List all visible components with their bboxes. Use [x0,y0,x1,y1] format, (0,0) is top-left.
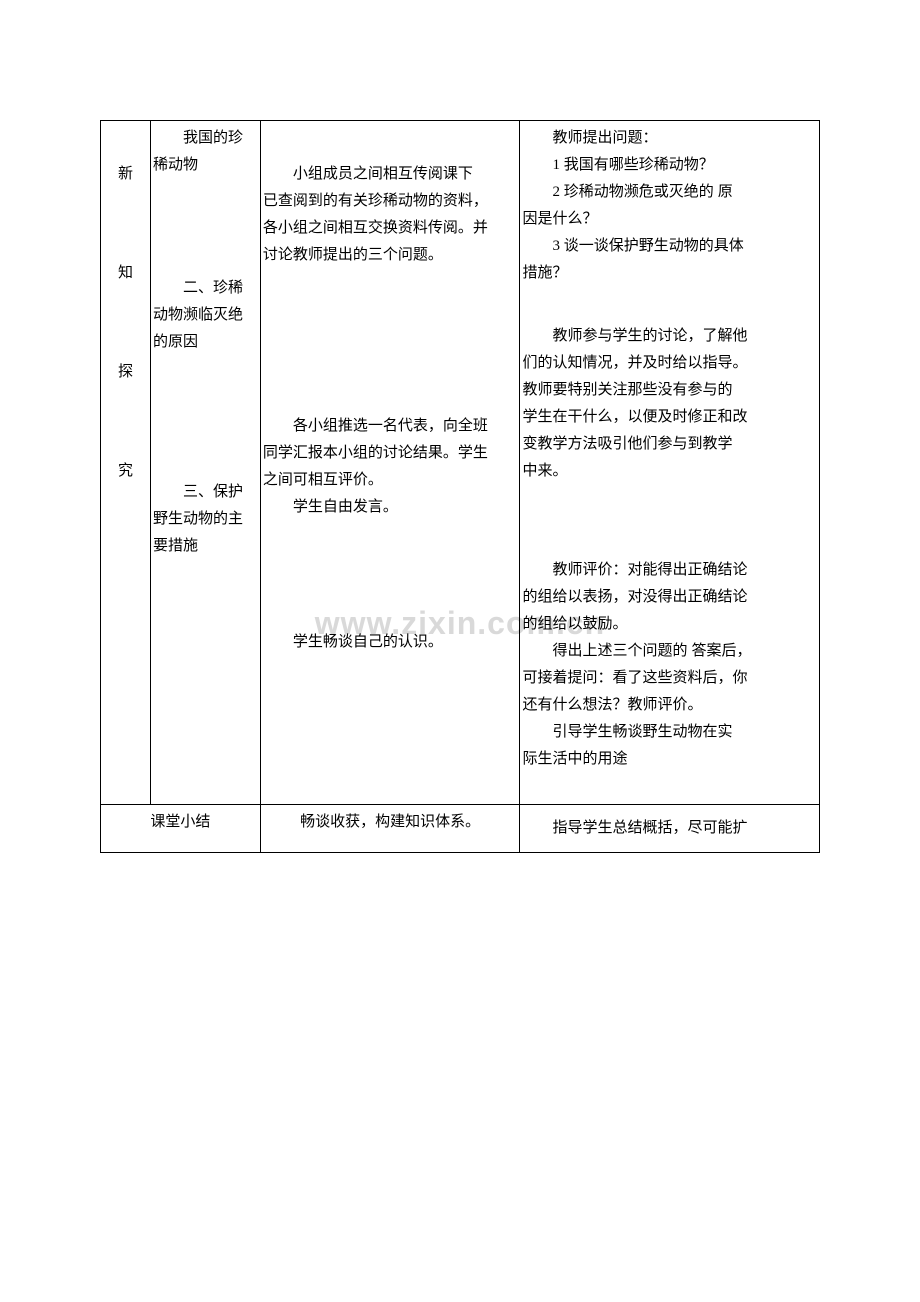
section-char: 探 [103,323,148,422]
teacher-activity-cell: 教师提出问题： 1 我国有哪些珍稀动物？ 2 珍稀动物濒危或灭绝的原 因是什么？… [520,121,820,805]
teacher-text: 的组给以鼓励。 [522,611,817,638]
teacher-text: 因是什么？ [522,206,817,233]
student-text: 同学汇报本小组的讨论结果。学生 [263,440,518,467]
table-row: 课堂小结 畅谈收获，构建知识体系。 指导学生总结概括，尽可能扩 [101,805,820,853]
teacher-text: 措施？ [522,260,817,287]
teacher-text: 1 我国有哪些珍稀动物？ [522,152,817,179]
summary-label-cell: 课堂小结 [101,805,261,853]
topic-text: 动物濒临灭绝 [153,302,258,329]
dot-icon [168,465,172,469]
teacher-text: 2 珍稀动物濒危或灭绝的原 [522,179,817,206]
section-char: 知 [103,224,148,323]
teacher-text: 可接着提问：看了这些资料后，你 [522,665,817,692]
student-text: 讨论教师提出的三个问题。 [263,242,518,269]
dot-icon [657,138,661,142]
topic-text: 二、珍稀 [153,275,258,302]
summary-teacher-cell: 指导学生总结概括，尽可能扩 [520,805,820,853]
table-row: 新 知 探 究 我国的珍 稀动物 二、珍稀 动物濒临灭绝 的原因 [101,121,820,805]
section-label-cell: 新 知 探 究 [101,121,151,805]
lesson-plan-table: 新 知 探 究 我国的珍 稀动物 二、珍稀 动物濒临灭绝 的原因 [100,120,820,853]
student-text: 学生自由发言。 [263,494,518,521]
student-text: 小组成员之间相互传阅课下 [263,161,518,188]
topic-text: 要措施 [153,533,258,560]
teacher-text: 教师参与学生的讨论，了解他 [522,323,817,350]
section-char: 究 [103,422,148,521]
teacher-text: 学生在干什么，以便及时修正和改 [522,404,817,431]
topic-text: 三、保护 [153,479,258,506]
student-activity-cell: 小组成员之间相互传阅课下 已查阅到的有关珍稀动物的资料， 各小组之间相互交换资料… [260,121,520,805]
student-text: 之间可相互评价。 [263,467,518,494]
topic-text: 稀动物 [153,152,258,179]
student-text: 各小组之间相互交换资料传阅。并 [263,215,518,242]
teacher-text: 际生活中的用途 [522,746,817,773]
student-text: 学生畅谈自己的认识。 [263,629,518,656]
topic-text: 的原因 [153,329,258,356]
topic-text: 野生动物的主 [153,506,258,533]
teacher-text: 还有什么想法？教师评价。 [522,692,817,719]
section-char: 新 [103,125,148,224]
student-text: 各小组推选一名代表，向全班 [263,413,518,440]
student-text: 已查阅到的有关珍稀动物的资料， [263,188,518,215]
topic-text [153,452,258,479]
teacher-text: 得出上述三个问题的答案后， [522,638,817,665]
teacher-text: 的组给以表扬，对没得出正确结论 [522,584,817,611]
teacher-text: 们的认知情况，并及时给以指导。 [522,350,817,377]
teacher-text: 3 谈一谈保护野生动物的具体 [522,233,817,260]
summary-student-cell: 畅谈收获，构建知识体系。 [260,805,520,853]
teacher-text: 教师要特别关注那些没有参与的 [522,377,817,404]
topic-cell: 我国的珍 稀动物 二、珍稀 动物濒临灭绝 的原因 三、保护 野生动物的主 要措施 [150,121,260,805]
teacher-text: 教师提出问题： [522,125,817,152]
content-wrapper: 新 知 探 究 我国的珍 稀动物 二、珍稀 动物濒临灭绝 的原因 [100,120,820,853]
teacher-text: 中来。 [522,458,817,485]
teacher-text: 教师评价：对能得出正确结论 [522,557,817,584]
topic-text: 我国的珍 [153,125,258,152]
teacher-text: 引导学生畅谈野生动物在实 [522,719,817,746]
teacher-text: 变教学方法吸引他们参与到教学 [522,431,817,458]
